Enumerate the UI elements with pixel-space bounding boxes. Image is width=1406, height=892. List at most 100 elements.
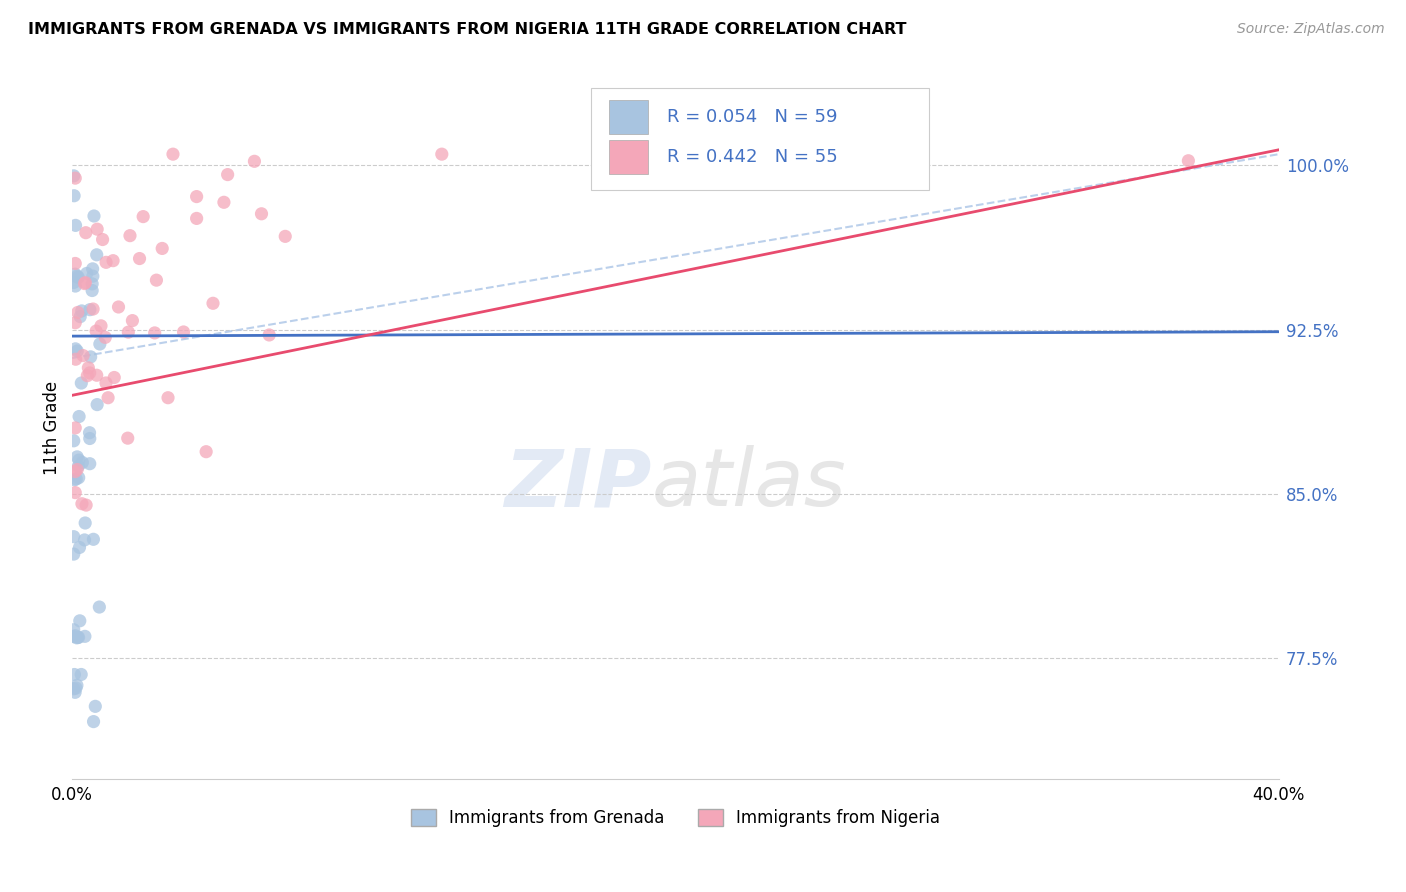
Point: [217, 168, 239, 182]
Point: [82, 277, 104, 291]
Point: [94, 255, 117, 269]
Point: [65, 681, 87, 695]
Point: [67, 631, 90, 645]
Point: [72, 349, 94, 363]
Text: R = 0.054   N = 59: R = 0.054 N = 59: [666, 108, 838, 126]
Point: [132, 210, 155, 224]
Text: R = 0.442   N = 55: R = 0.442 N = 55: [666, 148, 838, 166]
Y-axis label: 11th Grade: 11th Grade: [44, 381, 60, 475]
Point: [66, 305, 89, 319]
Point: [274, 229, 297, 244]
Point: [73, 277, 96, 291]
Point: [63, 267, 86, 281]
Point: [257, 328, 280, 343]
Point: [67, 459, 90, 474]
Point: [121, 313, 143, 327]
Point: [82, 269, 104, 284]
Point: [62, 276, 84, 290]
Point: [63, 685, 86, 699]
Point: [63, 667, 86, 681]
Point: [94, 330, 117, 344]
Point: [90, 318, 112, 333]
Point: [63, 681, 86, 696]
Point: [243, 154, 266, 169]
Point: [79, 302, 101, 317]
Point: [65, 465, 87, 479]
Point: [67, 409, 90, 424]
Text: ZIP: ZIP: [503, 445, 651, 524]
Point: [65, 352, 87, 367]
Point: [186, 211, 208, 226]
Point: [150, 242, 173, 256]
Point: [145, 273, 167, 287]
Point: [65, 171, 87, 186]
Point: [65, 256, 87, 270]
Point: [66, 343, 89, 358]
Point: [186, 189, 208, 203]
Point: [62, 434, 84, 448]
Point: [69, 310, 91, 324]
Point: [86, 222, 108, 236]
Text: IMMIGRANTS FROM GRENADA VS IMMIGRANTS FROM NIGERIA 11TH GRADE CORRELATION CHART: IMMIGRANTS FROM GRENADA VS IMMIGRANTS FR…: [28, 22, 907, 37]
Point: [94, 376, 117, 390]
Point: [66, 678, 89, 692]
Point: [69, 541, 91, 555]
Point: [82, 284, 104, 298]
Point: [117, 325, 139, 339]
Point: [103, 370, 125, 384]
Point: [73, 533, 96, 547]
Bar: [609, 140, 648, 174]
Point: [66, 450, 89, 464]
Point: [62, 547, 84, 561]
Point: [70, 497, 93, 511]
Point: [117, 431, 139, 445]
Point: [76, 368, 98, 383]
Point: [75, 498, 97, 512]
Point: [173, 325, 195, 339]
Point: [107, 300, 129, 314]
Point: [75, 516, 97, 530]
Point: [79, 457, 101, 471]
Point: [65, 219, 87, 233]
Point: [67, 453, 90, 467]
Point: [75, 226, 97, 240]
Point: [65, 279, 87, 293]
Point: [76, 267, 98, 281]
Point: [79, 425, 101, 440]
Point: [79, 350, 101, 364]
Point: [65, 316, 87, 330]
Point: [212, 195, 235, 210]
Point: [65, 472, 87, 486]
Point: [84, 699, 107, 714]
Point: [70, 667, 93, 681]
Point: [73, 629, 96, 643]
Point: [65, 629, 87, 643]
Point: [250, 207, 273, 221]
Point: [67, 270, 90, 285]
Point: [101, 253, 124, 268]
Point: [66, 462, 89, 476]
Point: [86, 368, 108, 383]
Point: [83, 209, 105, 223]
Point: [63, 188, 86, 202]
Point: [86, 248, 108, 262]
Point: [69, 614, 91, 628]
Point: [70, 304, 93, 318]
Point: [157, 391, 180, 405]
FancyBboxPatch shape: [591, 88, 929, 190]
Point: [89, 337, 111, 351]
Point: [65, 485, 87, 500]
Point: [62, 630, 84, 644]
Point: [66, 269, 89, 284]
Point: [162, 147, 184, 161]
Point: [62, 623, 84, 637]
Point: [65, 342, 87, 356]
Point: [97, 391, 120, 405]
Point: [430, 147, 453, 161]
Point: [62, 530, 84, 544]
Point: [62, 169, 84, 183]
Point: [118, 228, 141, 243]
Legend: Immigrants from Grenada, Immigrants from Nigeria: Immigrants from Grenada, Immigrants from…: [404, 802, 946, 834]
Point: [86, 398, 108, 412]
Point: [201, 296, 224, 310]
